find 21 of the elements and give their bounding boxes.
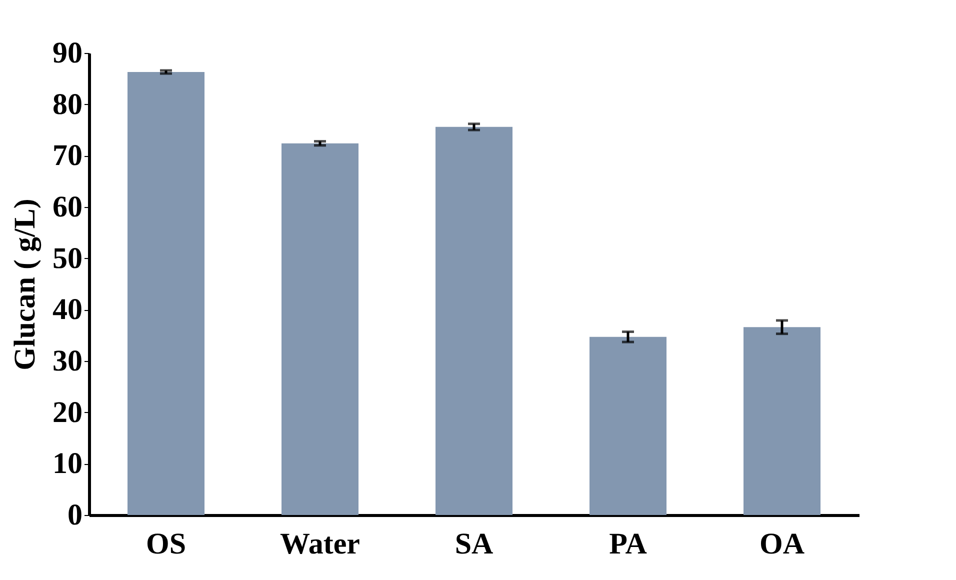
y-tick-label: 80: [52, 88, 82, 121]
y-tick-label: 20: [52, 396, 82, 429]
x-tick-label: OS: [146, 528, 186, 560]
x-tick-label: PA: [609, 528, 648, 560]
y-tick-label: 90: [52, 36, 82, 70]
bar: [128, 72, 204, 515]
bar: [436, 126, 512, 515]
y-tick-label: 50: [52, 242, 82, 275]
x-tick-label: OA: [760, 528, 805, 560]
x-tick-label: SA: [454, 528, 494, 560]
bar: [590, 336, 666, 515]
x-tick-label: Water: [280, 528, 360, 560]
y-tick-label: 60: [52, 190, 82, 224]
y-tick-label: 70: [52, 139, 82, 172]
y-tick-label: 40: [52, 293, 82, 326]
bar: [744, 327, 820, 515]
y-tick-label: 30: [52, 344, 82, 378]
y-tick-label: 10: [52, 447, 82, 480]
y-axis-title: Glucan ( g/L): [8, 198, 42, 370]
bar: [282, 143, 358, 515]
y-tick-label: 0: [68, 498, 82, 532]
